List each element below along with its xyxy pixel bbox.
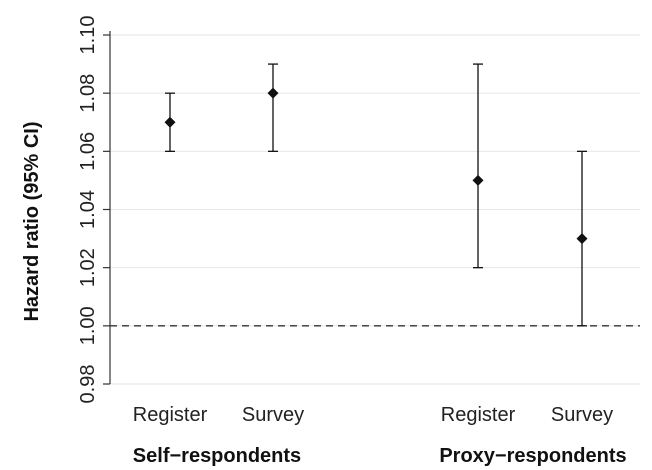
grid-lines (110, 34, 640, 385)
x-category-labels: Register Survey Register Survey (133, 404, 613, 426)
hr-diamond-marker (267, 87, 279, 99)
y-tick-label: 1.08 (77, 74, 99, 113)
ci-point (472, 63, 484, 269)
y-tick-label: 1.02 (77, 248, 99, 287)
y-tick-label: 1.00 (77, 306, 99, 345)
data-points (164, 63, 588, 327)
group-label: Self−respondents (133, 445, 301, 467)
y-tick-label: 1.10 (77, 16, 99, 55)
y-tick-label: 0.98 (77, 365, 99, 404)
ci-point (576, 150, 588, 327)
y-axis-title: Hazard ratio (95% CI) (21, 121, 43, 321)
x-category-label: Survey (242, 404, 304, 426)
y-axis-ticks: 0.98 1.00 1.02 1.04 1.06 1.08 1.10 (77, 16, 110, 404)
hr-diamond-marker (164, 116, 176, 128)
x-category-label: Register (441, 404, 516, 426)
ci-point (164, 92, 176, 152)
y-tick-label: 1.06 (77, 132, 99, 171)
group-label: Proxy−respondents (439, 445, 626, 467)
ci-point (267, 63, 279, 152)
x-category-label: Survey (551, 404, 613, 426)
hr-diamond-marker (576, 233, 588, 245)
hr-diamond-marker (472, 174, 484, 186)
group-labels: Self−respondents Proxy−respondents (133, 445, 627, 467)
y-tick-label: 1.04 (77, 190, 99, 229)
x-category-label: Register (133, 404, 208, 426)
